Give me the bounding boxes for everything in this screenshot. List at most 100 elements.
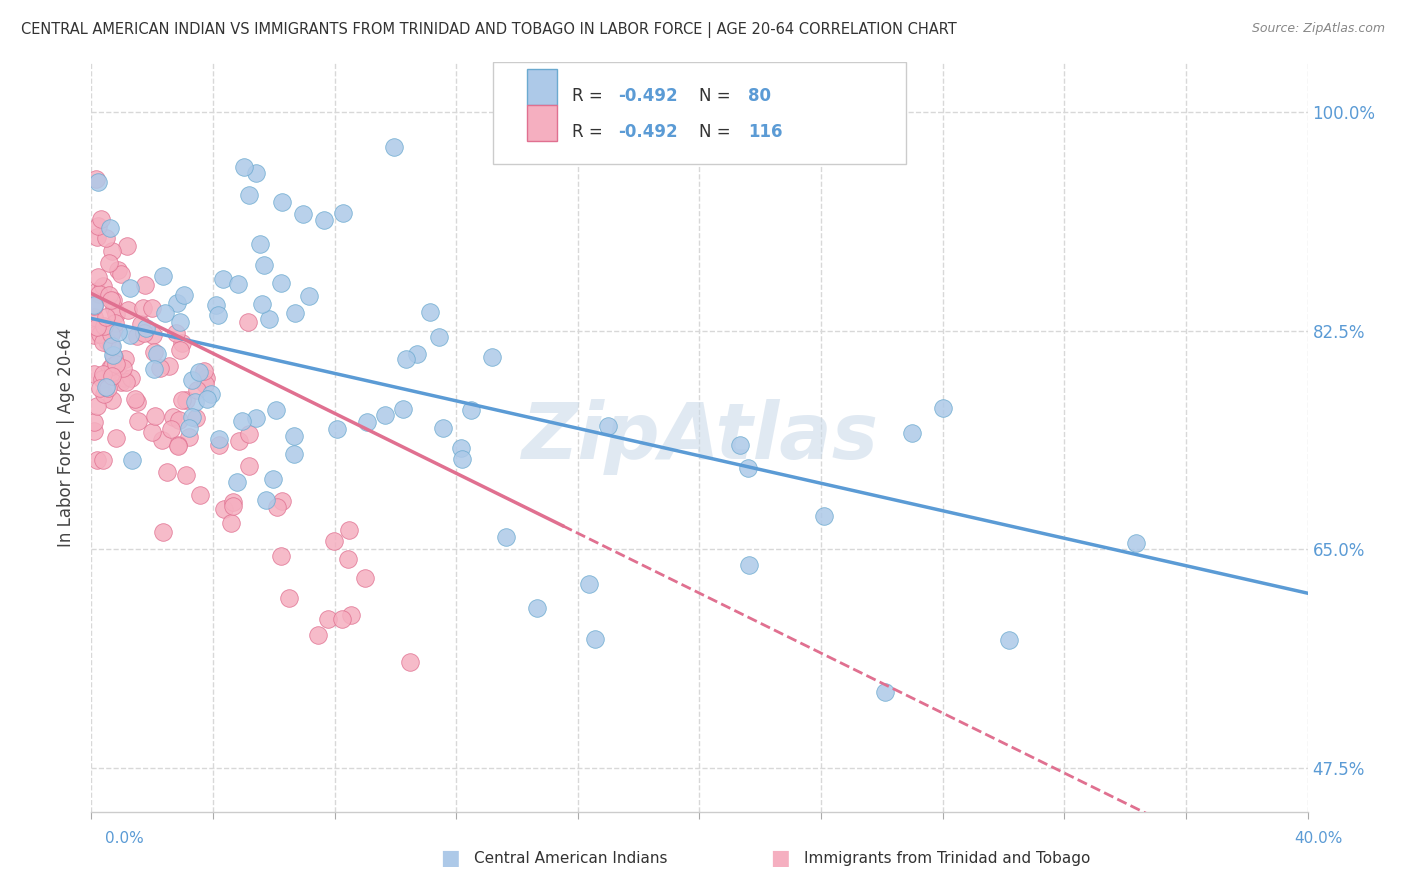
Point bbox=[120, 370, 142, 384]
Point bbox=[583, 632, 606, 647]
Point bbox=[86, 230, 108, 244]
Point bbox=[184, 411, 207, 425]
Point bbox=[356, 415, 378, 429]
Point bbox=[90, 211, 112, 226]
Point bbox=[127, 414, 149, 428]
Point bbox=[332, 206, 354, 220]
Point bbox=[291, 206, 314, 220]
Point bbox=[231, 414, 253, 428]
Text: 116: 116 bbox=[748, 123, 783, 141]
Point bbox=[167, 438, 190, 452]
Point bbox=[340, 608, 363, 623]
Point bbox=[83, 424, 105, 438]
Point bbox=[270, 194, 292, 209]
Point bbox=[104, 316, 127, 330]
Point bbox=[316, 612, 339, 626]
Point bbox=[728, 438, 751, 452]
Point bbox=[96, 380, 118, 394]
Point bbox=[101, 323, 124, 337]
Point bbox=[250, 297, 273, 311]
Point bbox=[406, 346, 429, 360]
Point bbox=[596, 418, 619, 433]
Point bbox=[149, 360, 172, 375]
Point bbox=[207, 308, 229, 322]
Point bbox=[481, 351, 503, 365]
Point bbox=[1125, 536, 1147, 550]
Y-axis label: In Labor Force | Age 20-64: In Labor Force | Age 20-64 bbox=[58, 327, 76, 547]
Point bbox=[194, 371, 217, 385]
Point bbox=[105, 357, 128, 371]
Point bbox=[86, 399, 108, 413]
Point bbox=[91, 367, 114, 381]
Text: CENTRAL AMERICAN INDIAN VS IMMIGRANTS FROM TRINIDAD AND TOBAGO IN LABOR FORCE | : CENTRAL AMERICAN INDIAN VS IMMIGRANTS FR… bbox=[21, 22, 957, 38]
Point bbox=[427, 330, 450, 344]
Point bbox=[100, 339, 122, 353]
Point bbox=[188, 487, 211, 501]
Point bbox=[107, 326, 129, 340]
Point bbox=[89, 286, 111, 301]
Point bbox=[238, 188, 260, 202]
Point bbox=[323, 533, 346, 548]
Point bbox=[152, 269, 174, 284]
Point bbox=[194, 376, 217, 391]
Text: -0.492: -0.492 bbox=[619, 87, 678, 104]
Point bbox=[142, 328, 165, 343]
Point bbox=[238, 458, 260, 473]
Point bbox=[307, 628, 329, 642]
Point bbox=[89, 381, 111, 395]
Point bbox=[90, 372, 112, 386]
Point bbox=[172, 393, 194, 408]
Point bbox=[143, 409, 166, 424]
Point bbox=[391, 402, 413, 417]
Point bbox=[451, 451, 474, 466]
Point bbox=[232, 161, 254, 175]
Point bbox=[141, 301, 163, 315]
Point bbox=[399, 655, 422, 669]
Point bbox=[150, 433, 173, 447]
Text: Central American Indians: Central American Indians bbox=[474, 851, 668, 865]
Point bbox=[103, 350, 125, 364]
Point bbox=[266, 500, 288, 514]
Point bbox=[901, 425, 924, 440]
FancyBboxPatch shape bbox=[527, 105, 557, 141]
Text: ■: ■ bbox=[440, 848, 460, 868]
Point bbox=[111, 360, 134, 375]
Point bbox=[165, 326, 187, 340]
Point bbox=[134, 278, 156, 293]
Point bbox=[97, 287, 120, 301]
Point bbox=[270, 277, 292, 291]
Point bbox=[253, 258, 276, 272]
Point bbox=[997, 633, 1019, 648]
Point bbox=[167, 439, 190, 453]
Point bbox=[382, 140, 405, 154]
Point bbox=[450, 441, 472, 455]
Point bbox=[226, 475, 249, 490]
Point bbox=[245, 166, 267, 180]
Point bbox=[169, 413, 191, 427]
Point bbox=[336, 552, 359, 566]
Point bbox=[283, 429, 305, 443]
Point bbox=[326, 422, 349, 436]
Point bbox=[174, 392, 197, 407]
Point bbox=[115, 376, 138, 390]
Text: 80: 80 bbox=[748, 87, 770, 104]
Point bbox=[193, 364, 215, 378]
Point bbox=[339, 524, 361, 538]
Point bbox=[330, 612, 353, 626]
Text: R =: R = bbox=[572, 123, 607, 141]
Point bbox=[208, 432, 231, 446]
Point bbox=[132, 326, 155, 341]
Text: R =: R = bbox=[572, 87, 607, 104]
Point bbox=[86, 319, 108, 334]
Point bbox=[146, 347, 169, 361]
Point bbox=[87, 219, 110, 234]
Point bbox=[96, 334, 118, 348]
Text: -0.492: -0.492 bbox=[619, 123, 678, 141]
Point bbox=[97, 381, 120, 395]
Point bbox=[93, 319, 115, 334]
Point bbox=[121, 452, 143, 467]
Point bbox=[222, 500, 245, 514]
Point bbox=[173, 288, 195, 302]
Point bbox=[100, 293, 122, 307]
Point bbox=[353, 571, 375, 585]
